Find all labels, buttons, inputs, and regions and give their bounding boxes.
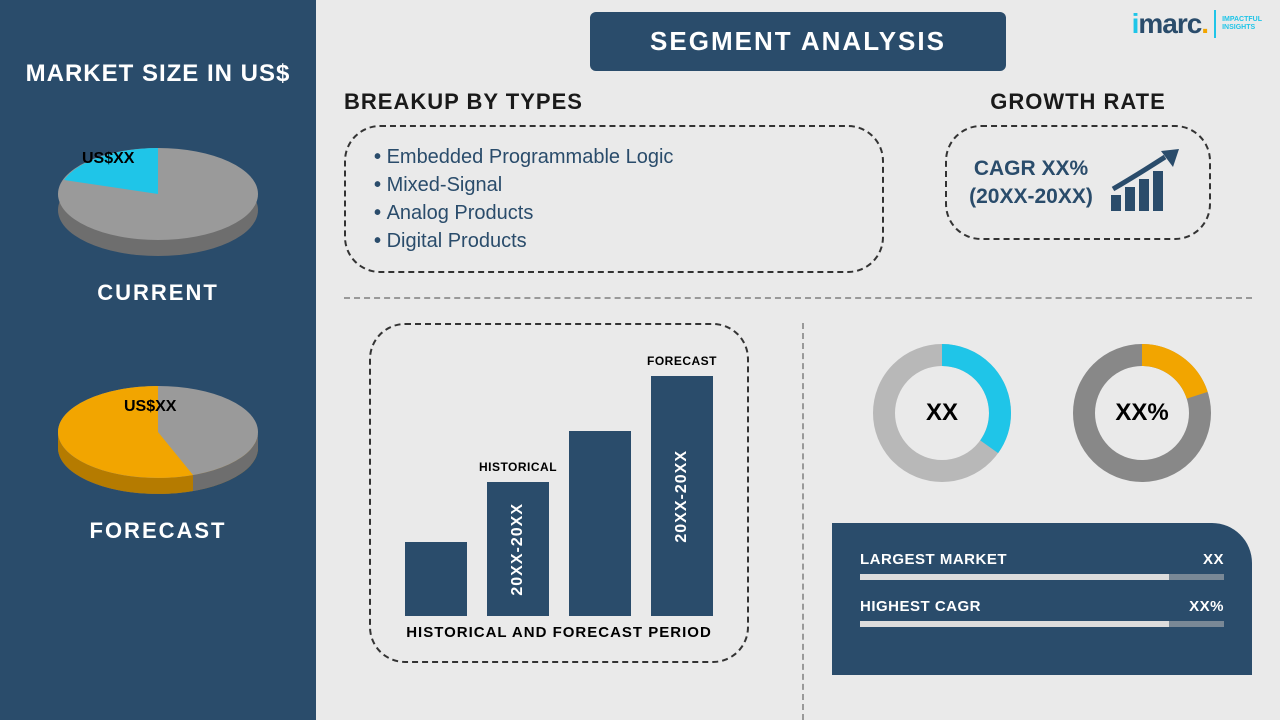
historical-box: 20XX-20XXHISTORICAL20XX-20XXFORECAST HIS… <box>369 323 749 663</box>
info-label: LARGEST MARKET <box>860 551 1007 568</box>
info-box: LARGEST MARKET XX HIGHEST CAGR XX% <box>832 523 1252 675</box>
bar: 20XX-20XXHISTORICAL <box>487 482 549 616</box>
bar-top-label: HISTORICAL <box>479 460 557 474</box>
logo-divider <box>1214 10 1216 38</box>
row-top-sections: BREAKUP BY TYPES Embedded Programmable L… <box>316 71 1280 273</box>
historical-section: 20XX-20XXHISTORICAL20XX-20XXFORECAST HIS… <box>344 323 774 720</box>
info-value: XX <box>1203 551 1224 568</box>
bar <box>569 431 631 616</box>
pie-forecast-value: US$XX <box>124 398 176 416</box>
types-item: Digital Products <box>374 227 854 255</box>
donut-2: XX% <box>1062 333 1222 493</box>
page-title: SEGMENT ANALYSIS <box>590 12 1006 71</box>
vertical-divider <box>802 323 804 720</box>
growth-title: GROWTH RATE <box>990 89 1166 115</box>
types-title: BREAKUP BY TYPES <box>344 89 583 115</box>
info-row: HIGHEST CAGR XX% <box>860 598 1224 627</box>
logo-text: imarc. <box>1132 8 1209 40</box>
donut-2-label: XX% <box>1115 399 1168 427</box>
info-value: XX% <box>1189 598 1224 615</box>
growth-section: GROWTH RATE CAGR XX%(20XX-20XX) <box>904 89 1252 240</box>
growth-chart-icon <box>1107 145 1187 220</box>
donuts-row: XX XX% <box>862 333 1222 493</box>
info-row: LARGEST MARKET XX <box>860 551 1224 580</box>
info-bar <box>860 574 1224 580</box>
left-panel: MARKET SIZE IN US$ US$XX CURRENT US$XX F… <box>0 0 316 720</box>
types-item: Mixed-Signal <box>374 171 854 199</box>
left-title: MARKET SIZE IN US$ <box>26 60 291 88</box>
pie-forecast: US$XX <box>38 366 278 506</box>
types-item: Analog Products <box>374 199 854 227</box>
row-bottom-sections: 20XX-20XXHISTORICAL20XX-20XXFORECAST HIS… <box>316 299 1280 720</box>
bar-label: 20XX-20XX <box>509 503 527 596</box>
right-panel: imarc. IMPACTFULINSIGHTS SEGMENT ANALYSI… <box>316 0 1280 720</box>
pie-current-value: US$XX <box>82 150 134 168</box>
types-list: Embedded Programmable LogicMixed-SignalA… <box>374 143 854 255</box>
types-item: Embedded Programmable Logic <box>374 143 854 171</box>
donut-1-label: XX <box>926 399 958 427</box>
pie-current-label: CURRENT <box>97 280 219 306</box>
historical-title: HISTORICAL AND FORECAST PERIOD <box>406 624 712 641</box>
growth-box: CAGR XX%(20XX-20XX) <box>945 125 1211 240</box>
donut-1: XX <box>862 333 1022 493</box>
logo-tagline: IMPACTFULINSIGHTS <box>1222 16 1262 31</box>
logo: imarc. IMPACTFULINSIGHTS <box>1132 8 1262 40</box>
info-label: HIGHEST CAGR <box>860 598 981 615</box>
pie-current: US$XX <box>38 128 278 268</box>
info-bar <box>860 621 1224 627</box>
types-box: Embedded Programmable LogicMixed-SignalA… <box>344 125 884 273</box>
bar <box>405 542 467 616</box>
bar-label: 20XX-20XX <box>673 450 691 543</box>
types-section: BREAKUP BY TYPES Embedded Programmable L… <box>344 89 884 273</box>
pie-forecast-label: FORECAST <box>90 518 227 544</box>
bar-top-label: FORECAST <box>647 354 717 368</box>
bar: 20XX-20XXFORECAST <box>651 376 713 616</box>
donuts-section: XX XX% LARGEST MARKET XX HIGHEST CAGR XX% <box>832 323 1252 720</box>
bar-chart: 20XX-20XXHISTORICAL20XX-20XXFORECAST <box>401 376 717 616</box>
growth-text: CAGR XX%(20XX-20XX) <box>969 155 1093 210</box>
